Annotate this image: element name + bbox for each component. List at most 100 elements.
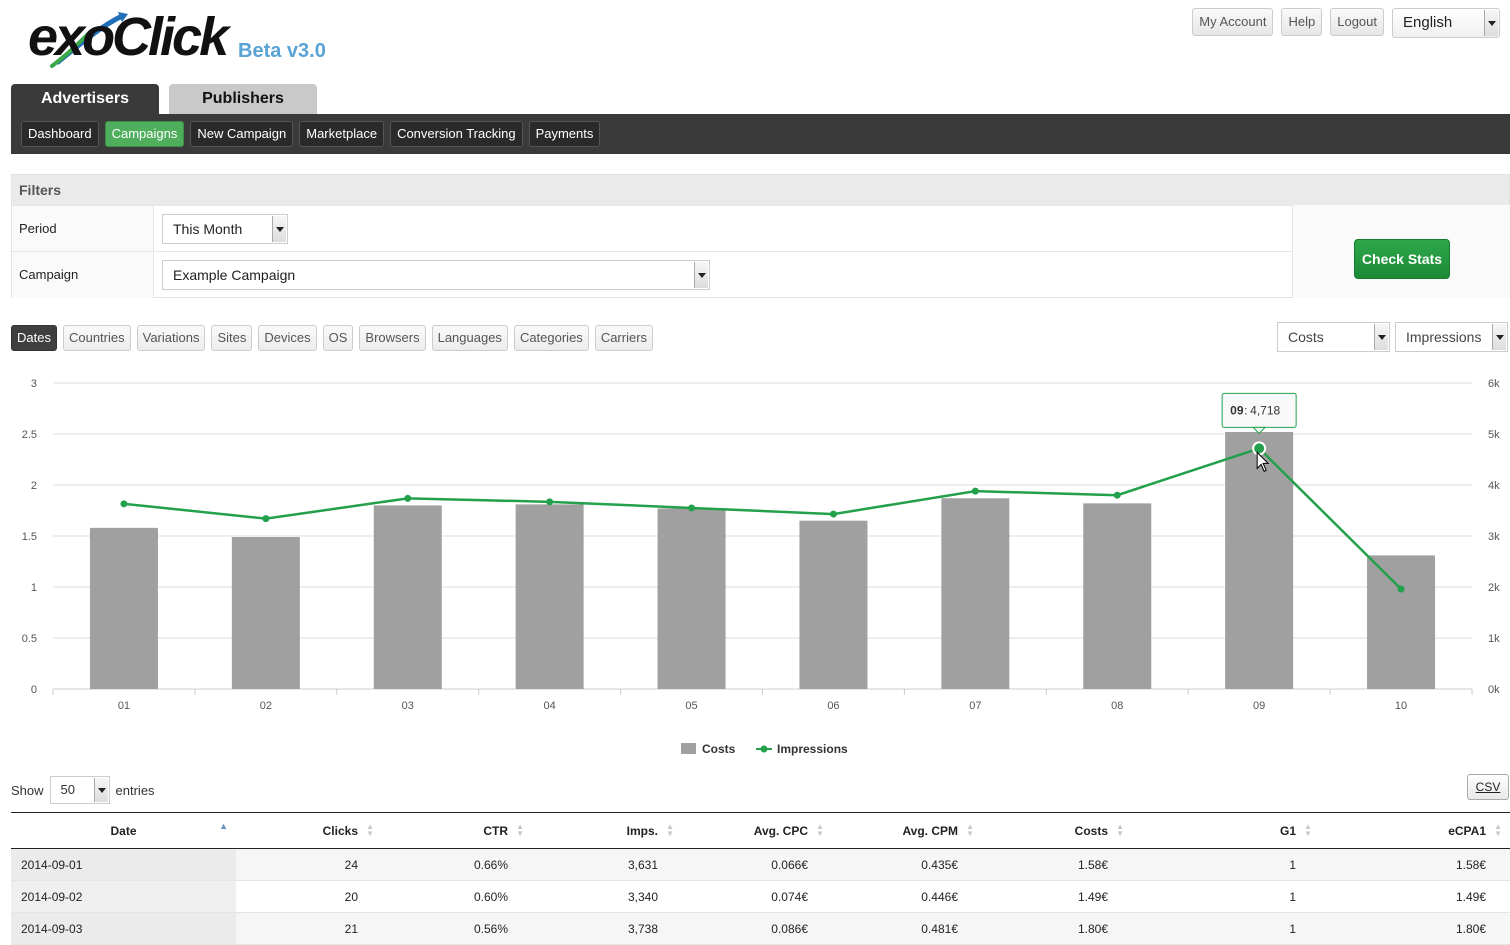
entries-label: entries xyxy=(115,782,155,798)
nav-campaigns[interactable]: Campaigns xyxy=(104,121,185,147)
impressions-line xyxy=(123,446,1402,590)
chart-svg: 0 0k 0.5 1k 1 2k 1.5 3k 2 4k 2.5 5k 3 6k 01 02 03 04 05 06 0… xyxy=(22,378,1500,756)
cost-bar xyxy=(373,505,442,689)
tab-browsers[interactable]: Browsers xyxy=(359,325,426,351)
x-tick-label: 04 xyxy=(544,700,556,712)
y-left-tick-label: 2 xyxy=(31,480,37,492)
table-cell: 0.481€ xyxy=(832,912,982,945)
tab-categories[interactable]: Categories xyxy=(513,325,589,351)
table-cell: 1.58€ xyxy=(1320,848,1510,881)
nav-dashboard[interactable]: Dashboard xyxy=(21,121,99,147)
tab-devices[interactable]: Devices xyxy=(258,325,317,351)
entries-control: Show 50 entries xyxy=(11,776,155,804)
main-tabs: Advertisers Publishers xyxy=(11,84,317,114)
table-cell: 0.66% xyxy=(382,848,532,881)
language-value: English xyxy=(1403,14,1453,31)
chevron-down-icon[interactable] xyxy=(1374,324,1388,350)
help-button[interactable]: Help xyxy=(1281,8,1323,36)
table-cell: 0.60% xyxy=(382,880,532,913)
sort-icon: ▲ ▼ xyxy=(1494,822,1502,838)
impressions-point xyxy=(1113,491,1121,499)
nav-conversion-tracking[interactable]: Conversion Tracking xyxy=(390,121,523,147)
col-clicks-label: Clicks xyxy=(322,823,358,838)
chevron-down-icon[interactable] xyxy=(694,262,708,288)
col-imps[interactable]: Imps. ▲ ▼ xyxy=(532,812,682,849)
x-tick-label: 01 xyxy=(118,700,130,712)
x-tick-label: 06 xyxy=(827,700,839,712)
stats-chart: 0 0k 0.5 1k 1 2k 1.5 3k 2 4k 2.5 5k 3 6k 01 02 03 04 05 06 0… xyxy=(0,365,1510,765)
cost-bar xyxy=(89,527,158,689)
y-right-tick-label: 2k xyxy=(1488,582,1500,594)
legend-impressions-marker xyxy=(760,745,768,753)
cost-bar xyxy=(799,520,868,689)
tooltip-colon: : xyxy=(1244,403,1247,417)
col-costs[interactable]: Costs ▲ ▼ xyxy=(982,812,1132,849)
my-account-button[interactable]: My Account xyxy=(1192,8,1274,36)
col-avg-cpc[interactable]: Avg. CPC ▲ ▼ xyxy=(682,812,832,849)
sort-icon: ▲ ▼ xyxy=(516,822,524,838)
right-metric-select[interactable]: Impressions xyxy=(1395,322,1508,352)
impressions-point xyxy=(1397,585,1405,593)
filters-action-area: Check Stats xyxy=(1292,205,1510,298)
filters-title: Filters xyxy=(12,175,1509,205)
col-date[interactable]: Date ▲ xyxy=(11,812,236,849)
table-cell: 0.074€ xyxy=(682,880,832,913)
nav-marketplace[interactable]: Marketplace xyxy=(299,121,385,147)
cost-bar xyxy=(1367,555,1436,689)
table-cell: 0.086€ xyxy=(682,912,832,945)
tab-variations[interactable]: Variations xyxy=(136,325,206,351)
chevron-down-icon[interactable] xyxy=(1484,10,1498,36)
table-cell: 3,738 xyxy=(532,912,682,945)
y-right-tick-label: 5k xyxy=(1488,429,1500,441)
col-ctr-label: CTR xyxy=(483,823,508,838)
chevron-down-icon[interactable] xyxy=(93,778,108,802)
table-cell: 2014-09-02 xyxy=(11,880,236,913)
csv-export-button[interactable]: CSV xyxy=(1467,774,1509,800)
nav-payments[interactable]: Payments xyxy=(528,121,601,147)
tab-sites[interactable]: Sites xyxy=(211,325,253,351)
col-avg-cpm[interactable]: Avg. CPM ▲ ▼ xyxy=(832,812,982,849)
right-metric-value: Impressions xyxy=(1406,329,1482,345)
sort-icon: ▲ ▼ xyxy=(816,822,824,838)
tab-countries[interactable]: Countries xyxy=(62,325,131,351)
tab-publishers[interactable]: Publishers xyxy=(169,84,317,114)
language-select[interactable]: English xyxy=(1392,8,1500,38)
chevron-down-icon[interactable] xyxy=(1492,324,1506,350)
logout-button[interactable]: Logout xyxy=(1330,8,1384,36)
col-g1[interactable]: G1 ▲ ▼ xyxy=(1132,812,1320,849)
entries-select[interactable]: 50 xyxy=(49,776,110,804)
period-select[interactable]: This Month xyxy=(162,214,288,244)
x-tick-label: 07 xyxy=(969,700,981,712)
table-cell: 3,340 xyxy=(532,880,682,913)
table-cell: 1.58€ xyxy=(982,848,1132,881)
col-clicks[interactable]: Clicks ▲ ▼ xyxy=(236,812,382,849)
x-tick-label: 10 xyxy=(1395,700,1407,712)
y-left-tick-label: 2.5 xyxy=(22,429,37,441)
col-ctr[interactable]: CTR ▲ ▼ xyxy=(382,812,532,849)
nav-new-campaign[interactable]: New Campaign xyxy=(190,121,294,147)
campaign-row: Campaign Example Campaign xyxy=(12,251,1292,298)
tab-languages[interactable]: Languages xyxy=(431,325,508,351)
impressions-point xyxy=(546,498,554,506)
mouse-cursor-icon xyxy=(1256,451,1270,473)
col-ecpa1[interactable]: eCPA1 ▲ ▼ xyxy=(1320,812,1510,849)
left-metric-select[interactable]: Costs xyxy=(1277,322,1390,352)
campaign-select[interactable]: Example Campaign xyxy=(162,260,710,290)
col-imps-label: Imps. xyxy=(626,823,658,838)
chevron-down-icon[interactable] xyxy=(272,216,286,242)
tab-dates[interactable]: Dates xyxy=(11,325,57,351)
impressions-point xyxy=(262,515,270,523)
table-cell: 20 xyxy=(236,880,382,913)
tooltip-value: 4,718 xyxy=(1250,403,1280,417)
col-costs-label: Costs xyxy=(1074,823,1108,838)
entries-value: 50 xyxy=(60,782,75,797)
exoclick-logo[interactable]: exoClick xyxy=(28,6,229,72)
tab-carriers[interactable]: Carriers xyxy=(594,325,654,351)
tab-os[interactable]: OS xyxy=(322,325,354,351)
tab-advertisers[interactable]: Advertisers xyxy=(11,84,159,114)
col-g1-label: G1 xyxy=(1279,823,1296,838)
impressions-point xyxy=(120,500,128,508)
check-stats-button[interactable]: Check Stats xyxy=(1354,239,1450,279)
table-cell: 1 xyxy=(1132,848,1320,881)
campaign-label: Campaign xyxy=(12,252,154,298)
